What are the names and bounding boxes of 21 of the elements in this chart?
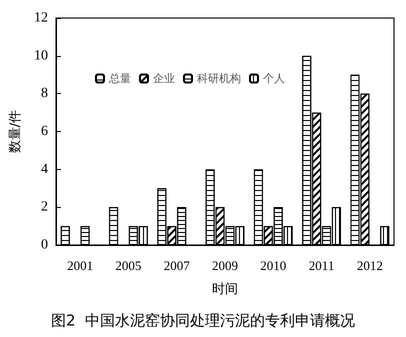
x-tick-label: 2009 [212, 258, 238, 273]
y-tick-label: 2 [41, 200, 48, 215]
y-tick-label: 6 [41, 124, 48, 139]
x-tick-label: 2011 [308, 258, 334, 273]
legend-label: 科研机构 [197, 72, 241, 85]
y-tick-label: 0 [41, 238, 48, 252]
y-axis-title: 数量/件 [8, 110, 23, 154]
x-tick-label: 2012 [356, 258, 383, 273]
y-tick-label: 4 [41, 162, 48, 177]
y-tick-label: 8 [41, 86, 48, 102]
x-tick-label: 2007 [164, 258, 190, 273]
y-tick-label: 12 [34, 10, 48, 26]
legend-label: 企业 [153, 72, 175, 85]
x-tick-label: 2005 [115, 258, 142, 273]
x-tick-label: 2001 [67, 258, 94, 273]
legend-label: 总量 [108, 72, 131, 85]
text: 图2 中国水泥窑协同处理污泥的专利申请概况 [50, 312, 356, 330]
x-axis-title: 时间 [212, 282, 238, 297]
y-tick-label: 10 [34, 48, 48, 64]
x-tick-label: 2010 [260, 258, 286, 273]
legend-label: 个人 [263, 72, 285, 85]
